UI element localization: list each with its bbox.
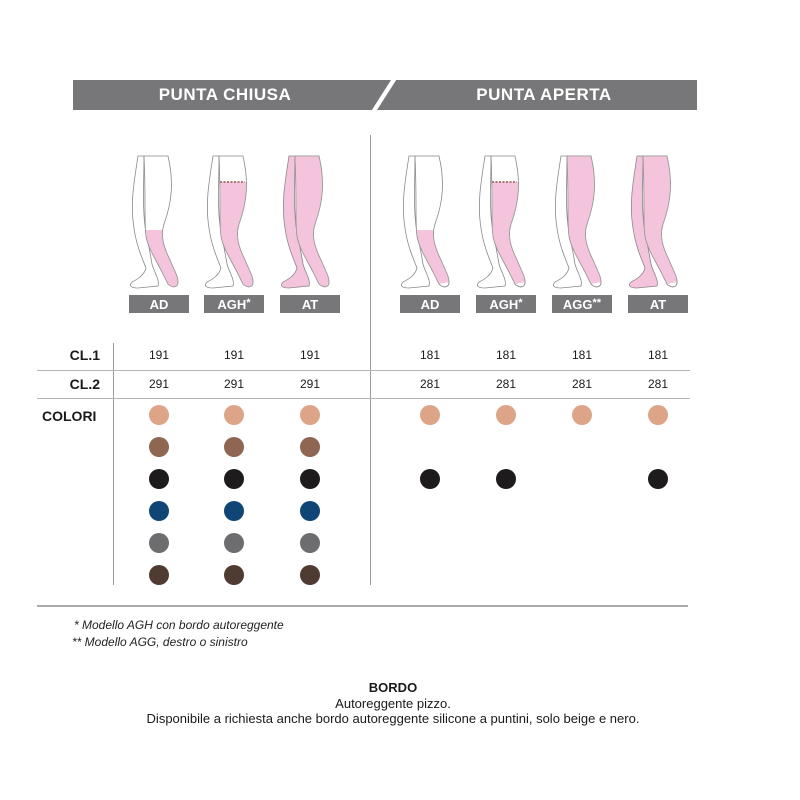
stocking-illustration-at [275,152,345,292]
color-swatch-black [300,469,320,489]
color-swatch-black [224,469,244,489]
model-name: AD [420,296,440,312]
bordo-title: BORDO [368,680,418,695]
row-divider [37,370,690,371]
model-name: AGH [217,296,247,312]
cl2-code: 291 [148,377,170,391]
bordo-line: Autoreggente pizzo. [335,696,451,711]
model-tag-at: AT [280,295,340,313]
stocking-illustration-at [623,152,693,292]
header-punta-chiusa: PUNTA CHIUSA [73,80,391,110]
color-swatch-dark-brown [224,565,244,585]
row-label-cl1: CL.1 [69,347,100,363]
color-swatch-dark-brown [300,565,320,585]
color-swatch-beige [648,405,668,425]
color-swatch-navy [300,501,320,521]
cl2-code: 281 [495,377,517,391]
color-swatch-navy [149,501,169,521]
cl1-code: 191 [223,348,245,362]
model-name: AT [301,296,319,312]
color-swatch-dark-brown [149,565,169,585]
cl1-code: 181 [647,348,669,362]
color-swatch-black [648,469,668,489]
cl2-code: 281 [571,377,593,391]
row-divider [37,398,690,399]
color-swatch-beige [149,405,169,425]
cl1-code: 191 [148,348,170,362]
color-swatch-beige [496,405,516,425]
row-label-colori: COLORI [42,408,97,424]
model-name: AT [649,296,667,312]
color-swatch-black [420,469,440,489]
color-swatch-black [496,469,516,489]
model-tag-agh: AGH * [204,295,264,313]
cl2-code: 281 [419,377,441,391]
model-name: AGH [489,296,519,312]
stocking-illustration-ad [124,152,194,292]
color-swatch-navy [224,501,244,521]
color-swatch-brown [224,437,244,457]
model-tag-ad: AD [129,295,189,313]
label-divider [113,343,114,585]
model-tag-at: AT [628,295,688,313]
cl2-code: 281 [647,377,669,391]
color-swatch-brown [300,437,320,457]
model-tag-agg: AGG ** [552,295,612,313]
bordo-line: Disponibile a richiesta anche bordo auto… [146,711,640,726]
footer-divider [37,605,688,607]
stocking-illustration-ad [395,152,465,292]
stocking-illustration-agg [547,152,617,292]
cl1-code: 181 [495,348,517,362]
cl2-code: 291 [223,377,245,391]
color-swatch-grey [149,533,169,553]
color-swatch-grey [224,533,244,553]
cl1-code: 191 [299,348,321,362]
footnote: ** Modello AGG, destro o sinistro [72,635,248,649]
stocking-illustration-agh [199,152,269,292]
stocking-fill [566,155,602,288]
row-label-cl2: CL.2 [69,376,100,392]
color-swatch-beige [224,405,244,425]
stocking-fill [642,155,678,288]
stocking-fill [490,182,526,288]
color-swatch-brown [149,437,169,457]
group-divider [370,135,371,585]
cl1-code: 181 [571,348,593,362]
header-punta-aperta: PUNTA APERTA [377,80,697,110]
cl1-code: 181 [419,348,441,362]
stocking-fill [294,155,330,288]
cl2-code: 291 [299,377,321,391]
color-swatch-beige [300,405,320,425]
footnote: * Modello AGH con bordo autoreggente [74,618,284,632]
model-name: AGG [562,296,593,312]
color-swatch-black [149,469,169,489]
stocking-fill [218,182,254,288]
model-tag-ad: AD [400,295,460,313]
model-tag-agh: AGH * [476,295,536,313]
stocking-illustration-agh [471,152,541,292]
stocking-fill [143,230,179,288]
model-name: AD [149,296,169,312]
color-swatch-grey [300,533,320,553]
color-swatch-beige [420,405,440,425]
stocking-fill [414,230,450,288]
color-swatch-beige [572,405,592,425]
